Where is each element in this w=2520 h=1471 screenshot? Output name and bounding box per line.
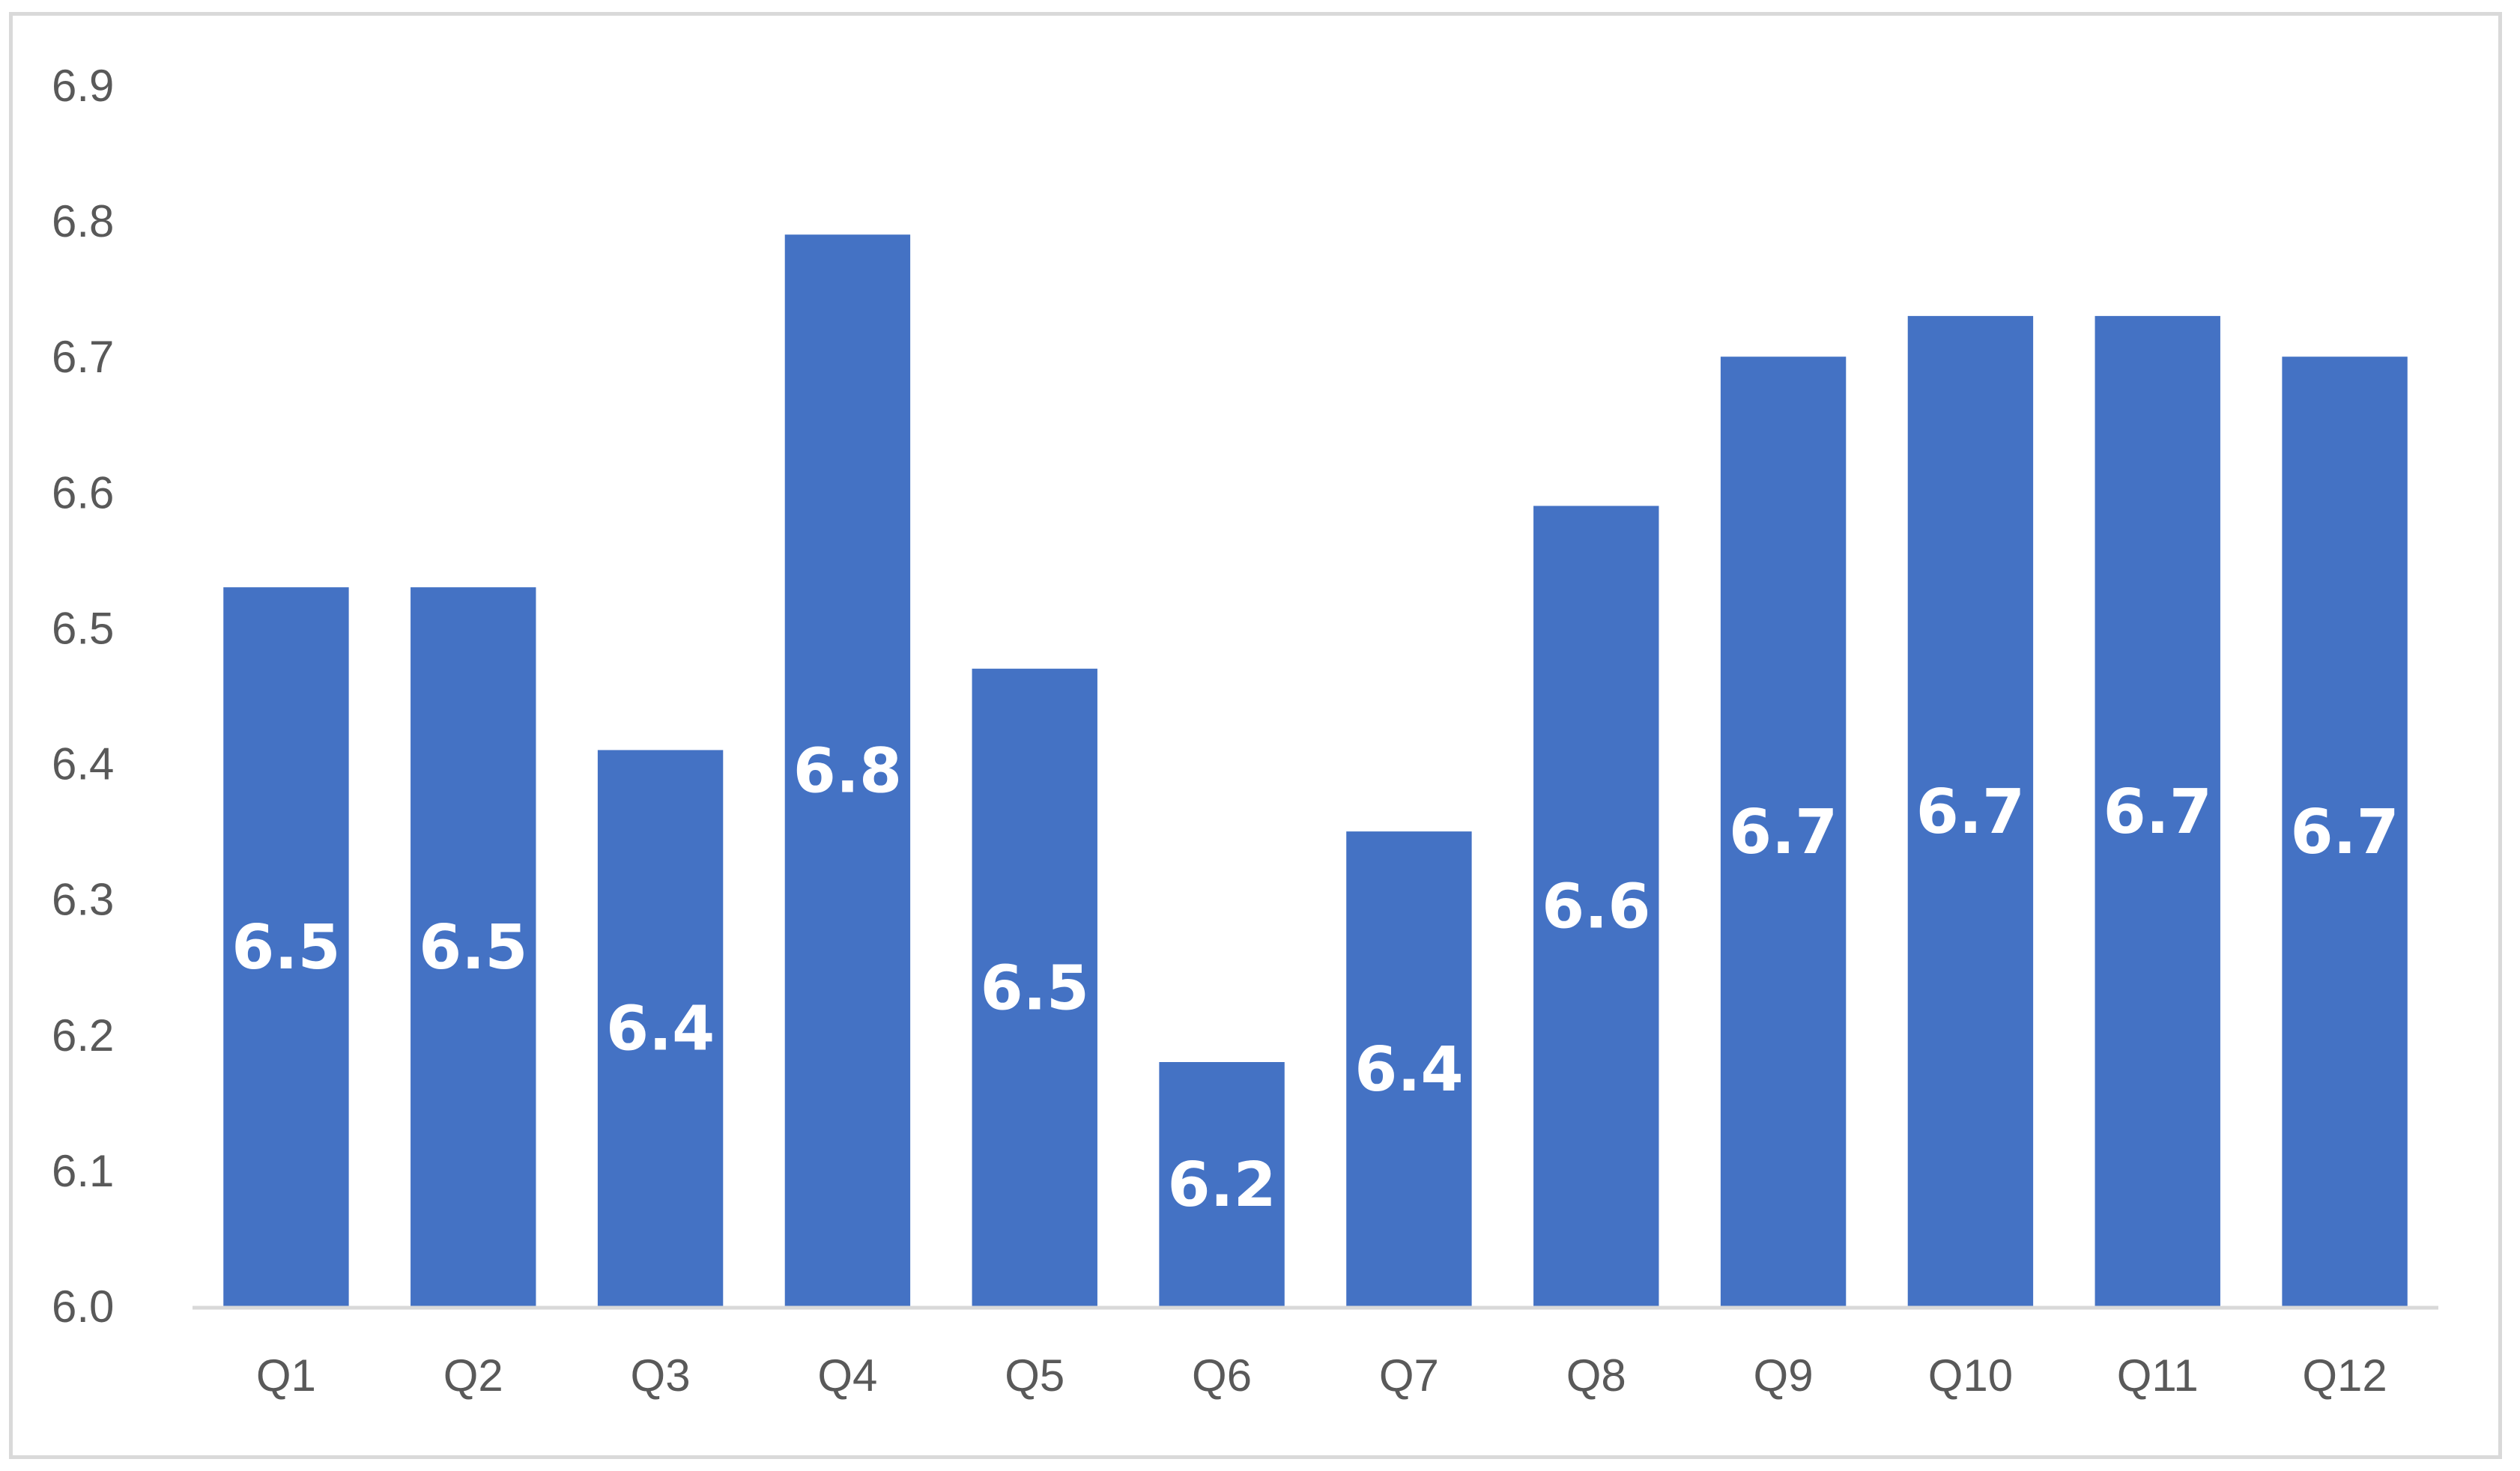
bar (223, 587, 349, 1306)
data-label: 6.5 (231, 912, 340, 983)
data-label: 6.4 (606, 994, 715, 1065)
data-label: 6.2 (1167, 1150, 1276, 1221)
data-label: 6.6 (1542, 872, 1650, 943)
y-tick-label: 6.7 (52, 332, 114, 382)
x-tick-label: Q9 (1754, 1350, 1814, 1401)
y-tick-label: 6.3 (52, 875, 114, 925)
bar (597, 750, 724, 1306)
bar (2282, 357, 2408, 1307)
bar-chart: 6.0 6.1 6.2 6.3 6.4 6.5 6.6 6.7 6.8 6.9 6.5 6.5 6.4… (52, 61, 2438, 1401)
x-tick-label: Q11 (2117, 1350, 2199, 1401)
data-label: 6.4 (1354, 1034, 1463, 1105)
x-tick-label: Q6 (1192, 1350, 1252, 1401)
y-tick-label: 6.4 (52, 739, 114, 789)
y-tick-label: 6.5 (52, 603, 114, 653)
y-axis-ticks: 6.0 6.1 6.2 6.3 6.4 6.5 6.6 6.7 6.8 6.9 (52, 61, 114, 1332)
x-tick-label: Q8 (1566, 1350, 1626, 1401)
data-label: 6.7 (2103, 777, 2212, 848)
x-tick-label: Q10 (1928, 1350, 2013, 1401)
bar (972, 668, 1097, 1306)
x-tick-label: Q5 (1005, 1350, 1064, 1401)
y-tick-label: 6.0 (52, 1282, 114, 1332)
x-tick-label: Q3 (631, 1350, 691, 1401)
data-label: 6.5 (981, 953, 1089, 1024)
x-tick-label: Q2 (443, 1350, 503, 1401)
y-tick-label: 6.1 (52, 1146, 114, 1196)
data-label: 6.7 (2290, 797, 2399, 868)
bar (1346, 831, 1472, 1306)
x-tick-label: Q12 (2302, 1350, 2387, 1401)
x-tick-label: Q7 (1379, 1350, 1439, 1401)
bar (1159, 1062, 1285, 1306)
bar (1720, 357, 1847, 1307)
x-tick-label: Q1 (256, 1350, 316, 1401)
y-tick-label: 6.2 (52, 1010, 114, 1061)
bars (223, 234, 2408, 1307)
data-label: 6.8 (793, 736, 902, 807)
data-labels: 6.5 6.5 6.4 6.8 6.5 6.2 6.4 6.6 6.7 6.7 6.7 6.7 (231, 736, 2399, 1221)
y-tick-label: 6.9 (52, 61, 114, 111)
bar (2095, 315, 2220, 1306)
bar (411, 587, 536, 1306)
bar (1907, 315, 2034, 1306)
y-tick-label: 6.8 (52, 196, 114, 246)
bar (1533, 506, 1659, 1306)
data-label: 6.7 (1916, 777, 2025, 848)
data-label: 6.7 (1729, 797, 1838, 868)
chart-frame: 6.0 6.1 6.2 6.3 6.4 6.5 6.6 6.7 6.8 6.9 6.5 6.5 6.4… (9, 12, 2502, 1459)
data-label: 6.5 (419, 912, 527, 983)
x-tick-label: Q4 (817, 1350, 877, 1401)
x-axis-ticks: Q1 Q2 Q3 Q4 Q5 Q6 Q7 Q8 Q9 Q10 Q11 Q12 (256, 1350, 2387, 1401)
y-tick-label: 6.6 (52, 467, 114, 518)
bar (784, 234, 911, 1307)
